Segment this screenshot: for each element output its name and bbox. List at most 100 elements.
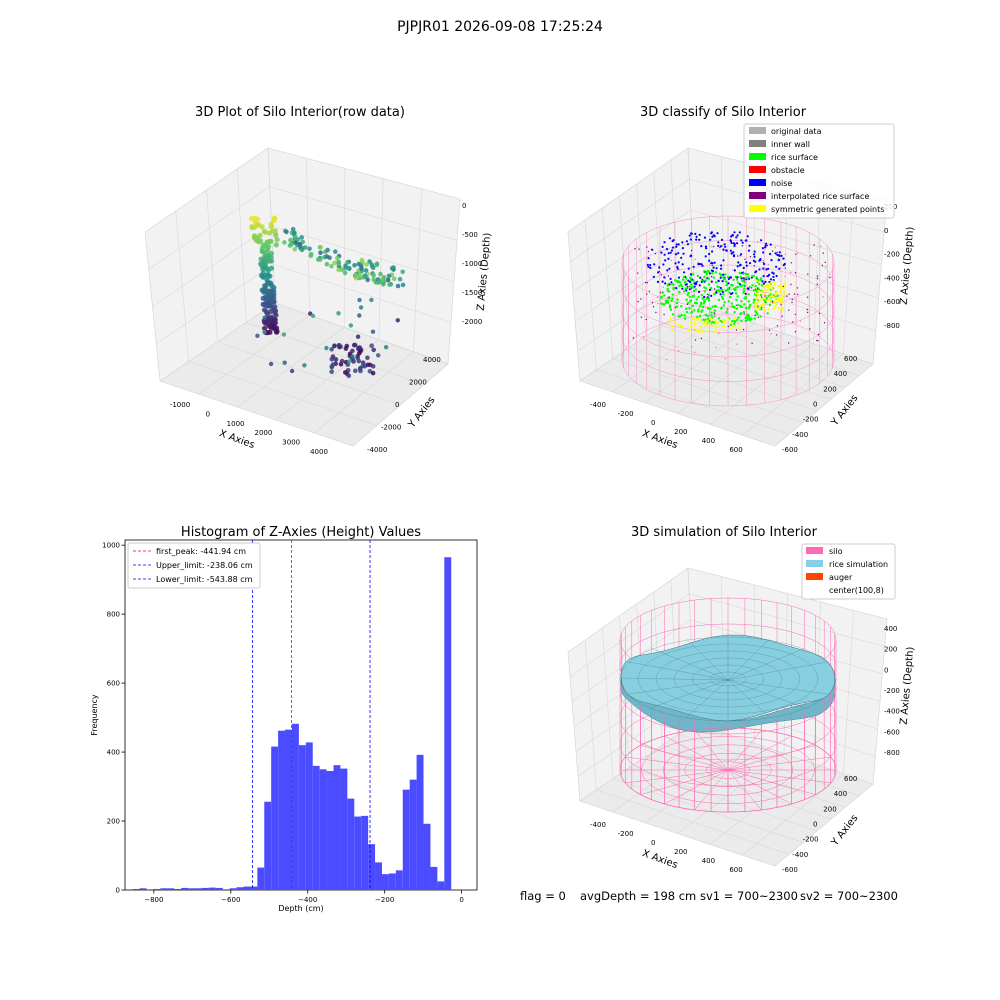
rice-surface-point [763, 299, 766, 302]
noise-point [681, 241, 684, 244]
histogram-bar [354, 816, 362, 890]
raw-point [268, 288, 274, 294]
noise-point [723, 243, 726, 246]
rice-surface-point [724, 273, 727, 276]
raw-point [371, 277, 377, 282]
noise-point [667, 257, 670, 260]
grid-line [774, 363, 874, 447]
noise-point [713, 261, 716, 264]
rice-surface-point [730, 302, 733, 305]
raw-point [378, 271, 383, 277]
rice-surface-point [703, 275, 706, 279]
classify-z-tick-labels: 2000-200-400-600-800 [884, 203, 900, 330]
simulation-z-axis-label: Z Axies (Depth) [899, 646, 917, 725]
histogram-bar [319, 769, 327, 890]
raw-point [375, 280, 381, 285]
symmetric-point [738, 324, 741, 327]
raw-point [260, 248, 266, 255]
interpolated-point [648, 290, 651, 292]
raw-point [268, 325, 274, 331]
classify-legend-frame [743, 123, 895, 219]
noise-point [724, 245, 727, 248]
interpolated-point [713, 245, 715, 248]
raw-point [381, 282, 386, 287]
rice-surface-point [753, 317, 757, 320]
raw-y-tick-labels: -4000 -2000 0 2000 4000 [367, 356, 441, 454]
noise-point [710, 269, 714, 272]
noise-point [684, 283, 687, 286]
classify-x-tick-labels: -400 -200 0 200 400 600 [590, 401, 743, 454]
rice-surface-point [723, 278, 727, 281]
noise-point [688, 280, 692, 283]
silo-point [775, 290, 777, 293]
raw-point [352, 342, 358, 348]
classify-y-tick: 0 [813, 401, 817, 409]
raw-point [299, 247, 305, 253]
raw-point [329, 347, 335, 352]
classify-plot-title: 3D classify of Silo Interior [640, 105, 807, 120]
raw-point [258, 261, 264, 267]
simulation-legend-label: silo [829, 547, 843, 556]
symmetric-point [767, 308, 770, 311]
raw-point [273, 242, 279, 248]
simulation-z-tick: 0 [884, 666, 888, 674]
raw-point [289, 368, 295, 374]
grid-line [774, 783, 874, 867]
grid-line [742, 353, 844, 436]
histogram-x-tick-label: −800 [144, 896, 163, 904]
histogram-x-tick-label: −400 [298, 896, 317, 904]
interpolated-point [686, 285, 689, 288]
rice-surface-point [741, 279, 744, 282]
noise-point [699, 276, 702, 279]
noise-point [647, 265, 650, 268]
rice-surface-point [683, 290, 686, 293]
raw-y-tick: 2000 [409, 379, 427, 387]
histogram-bar [375, 862, 382, 890]
simulation-z-tick: -600 [884, 728, 900, 736]
rice-surface-point [722, 276, 725, 279]
noise-point [700, 245, 703, 248]
interpolated-point [711, 275, 713, 278]
raw-point [369, 262, 375, 268]
raw-point [318, 244, 323, 250]
rice-surface-point [692, 289, 696, 293]
rice-surface-point [690, 283, 693, 286]
silo-point [715, 346, 717, 349]
raw-point [324, 345, 329, 351]
histogram-bar [236, 887, 244, 890]
rice-surface-point [660, 295, 663, 298]
rice-surface-point [742, 310, 746, 314]
histogram-bar [243, 886, 251, 890]
histogram-bar [181, 887, 189, 890]
raw-point [299, 235, 305, 240]
silo-point [657, 296, 659, 299]
raw-point [290, 226, 296, 232]
noise-point [690, 232, 693, 235]
interpolated-point [697, 262, 699, 264]
classify-scatter-points [632, 231, 831, 361]
status-sv1: sv1 = 700~2300 [700, 889, 798, 903]
noise-point [709, 238, 712, 241]
histogram-bar [347, 798, 355, 890]
grid-line [687, 567, 888, 620]
raw-point [265, 246, 271, 252]
simulation-legend-swatch [806, 560, 823, 567]
symmetric-point [677, 323, 681, 327]
rice-surface-point [744, 276, 747, 280]
histogram-x-tick-label: −600 [221, 896, 240, 904]
raw-point [325, 247, 330, 253]
interpolated-point [704, 271, 706, 273]
interpolated-point [709, 320, 711, 322]
figure-suptitle: PJPJR01 2026-09-08 17:25:24 [397, 19, 603, 35]
noise-point [774, 252, 777, 255]
symmetric-point [766, 284, 770, 288]
raw-point [265, 239, 271, 245]
symmetric-point [776, 297, 780, 300]
symmetric-point [690, 317, 694, 320]
noise-point [672, 246, 675, 249]
symmetric-point [738, 327, 741, 330]
symmetric-point [774, 299, 778, 302]
silo-point [678, 314, 680, 317]
noise-point [717, 244, 720, 247]
interpolated-point [784, 267, 786, 269]
